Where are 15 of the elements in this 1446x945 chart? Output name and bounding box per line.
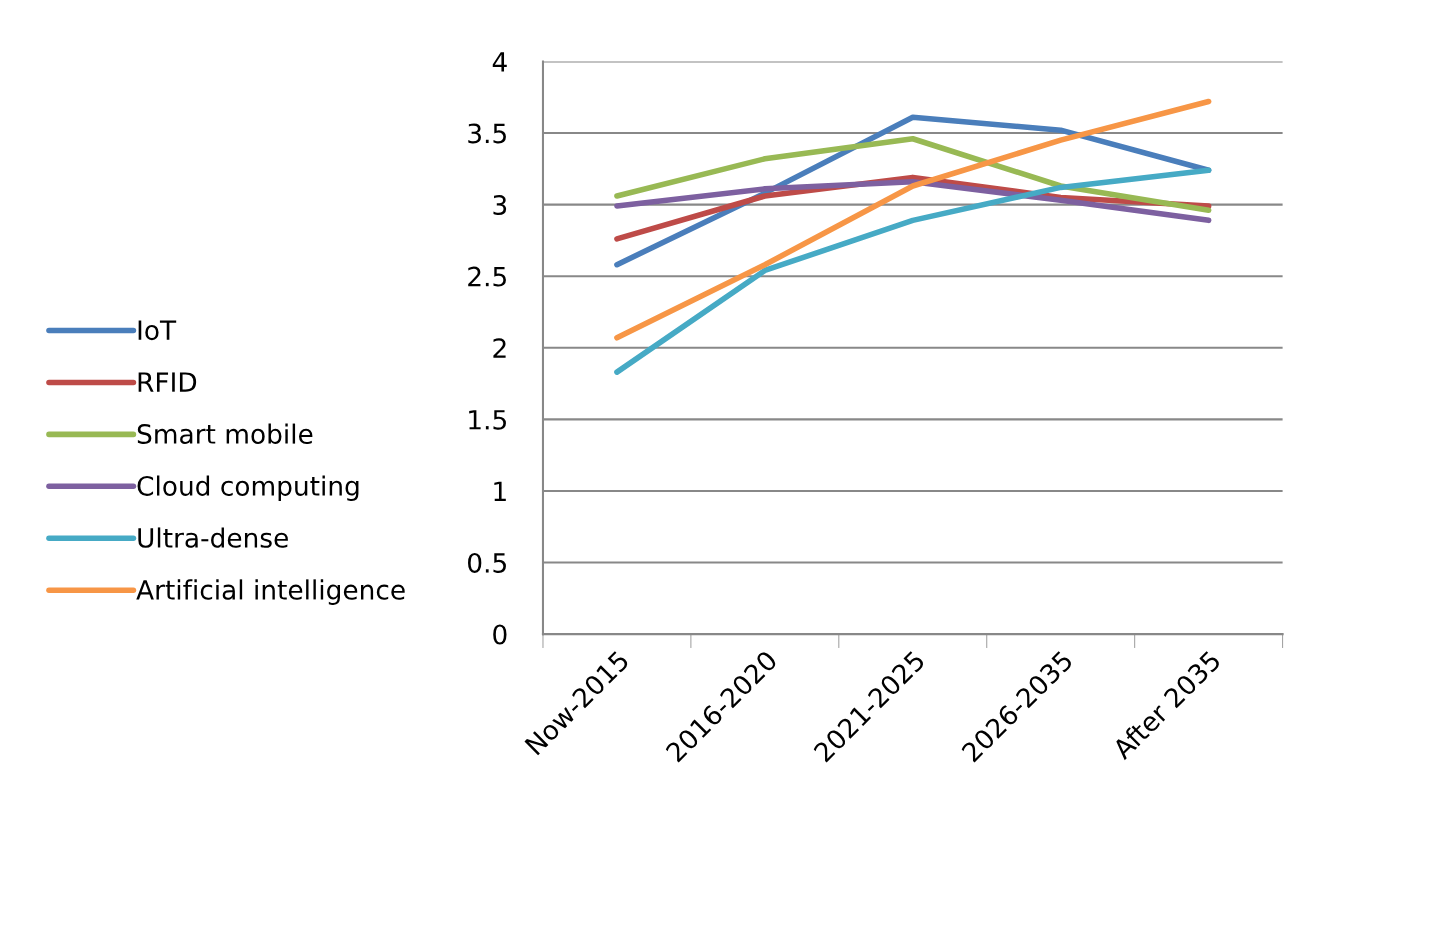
y-tick-label: 3 xyxy=(493,195,507,215)
y-tick-label: 1 xyxy=(494,481,506,501)
legend-label: IoT xyxy=(138,320,177,341)
legend-label: RFID xyxy=(138,372,197,392)
legend-label: Artificial intelligence xyxy=(136,579,405,605)
y-tick-label: 0.5 xyxy=(468,552,506,573)
legend-label: Ultra-dense xyxy=(138,527,288,548)
y-tick-label: 0 xyxy=(493,624,507,645)
y-tick-label: 2.5 xyxy=(468,266,506,287)
y-tick-label: 1.5 xyxy=(469,410,506,430)
y-tick-label: 3.5 xyxy=(468,123,506,144)
y-tick-label: 4 xyxy=(492,52,507,72)
legend-label: Smart mobile xyxy=(137,423,313,444)
legend-label: Cloud computing xyxy=(137,475,359,502)
y-tick-label: 2 xyxy=(493,338,506,358)
